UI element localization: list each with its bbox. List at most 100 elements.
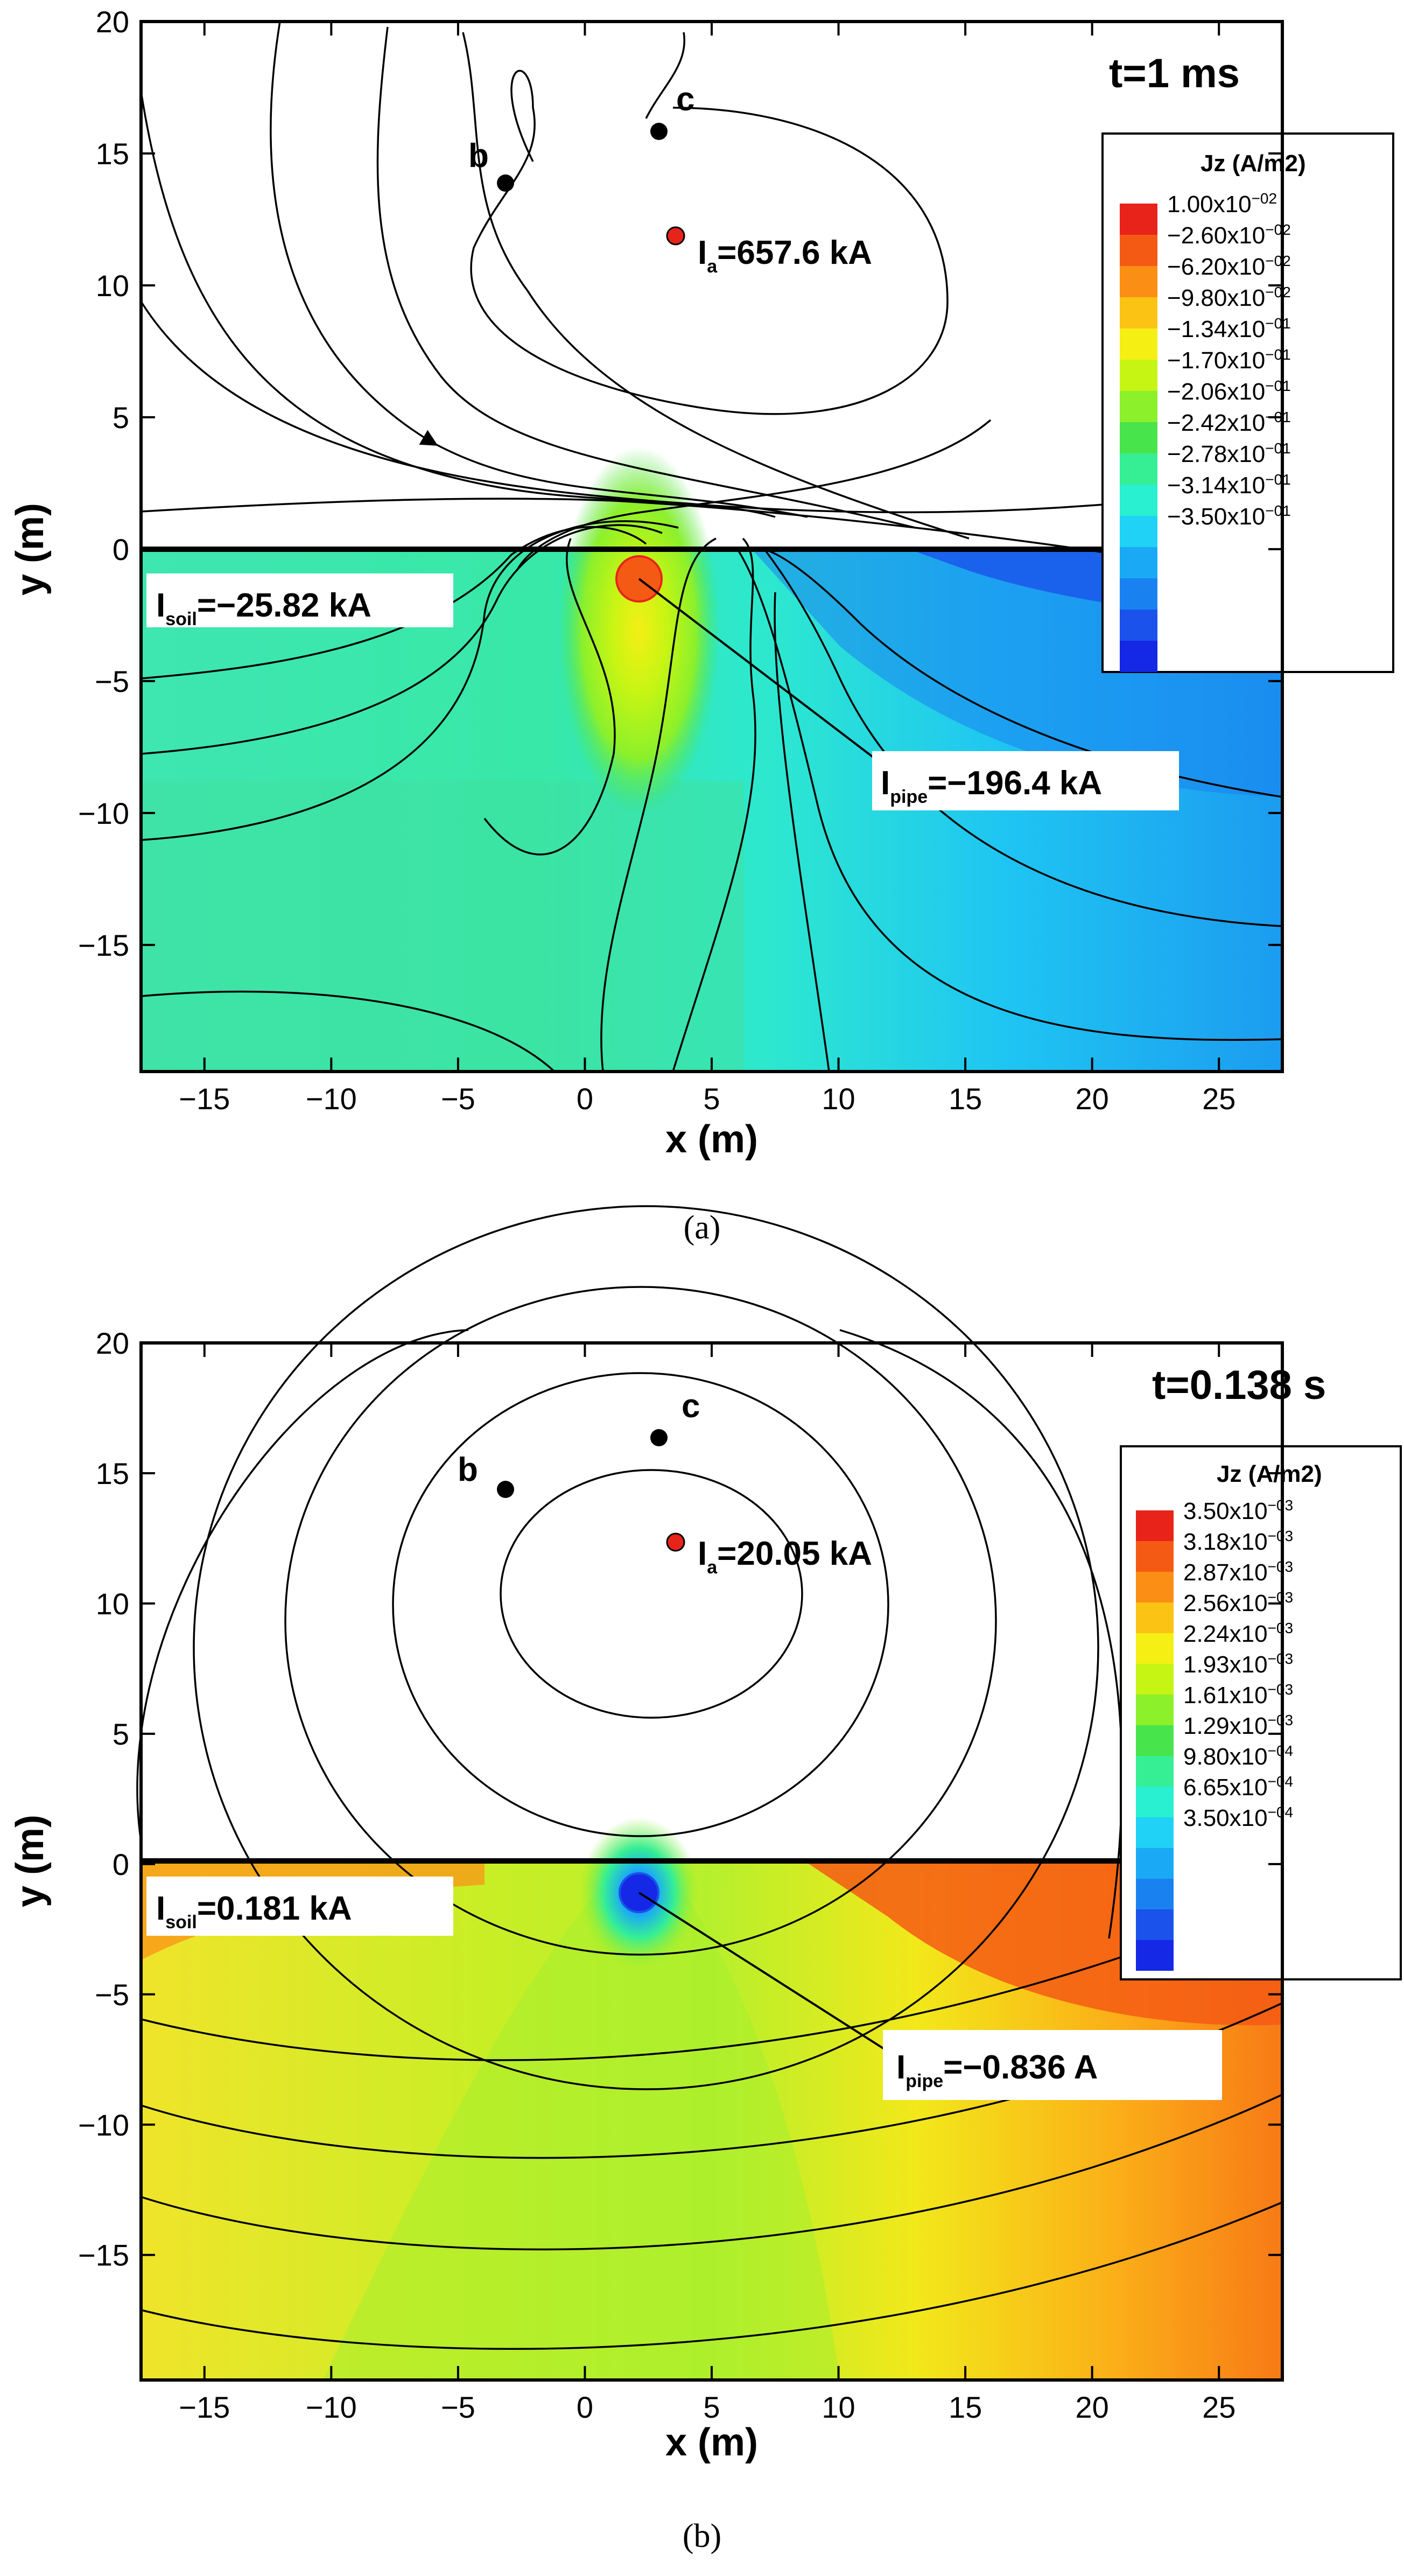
point-c-marker-a [650,123,668,140]
isoil-label-b: Isoil=0.181 kA [156,1890,352,1933]
axes-a: −15 −10 −5 0 5 10 15 20 25 20 15 10 5 0 −5 −10 −15 [78,5,1284,1116]
legend-swatch [1120,297,1157,328]
x-tick-label: 5 [703,1082,720,1116]
x-tick-label: −5 [441,2390,475,2424]
x-tick-label: 5 [703,2390,720,2424]
legend-swatch [1120,578,1157,610]
x-tick-label: 0 [577,1082,593,1116]
legend-label: 1.29x10−03 [1183,1712,1293,1739]
conductor-a-marker-b [666,1532,685,1552]
legend-swatch [1136,1541,1174,1572]
legend-swatch [1136,1602,1174,1633]
legend-swatch [1120,516,1157,547]
ipipe-label-b: Ipipe=−0.836 A [896,2049,1098,2091]
y-tick-label: 10 [96,1587,129,1621]
legend-swatch [1136,1848,1174,1879]
legend-label: −6.20x10−02 [1167,253,1291,280]
legend-swatch [1120,328,1157,360]
legend-swatch [1136,1572,1174,1602]
y-tick-label: 5 [113,1717,129,1751]
legend-swatch [1120,641,1157,672]
ipipe-leader-a [638,578,884,766]
y-tick-label: −15 [78,928,129,962]
legend-label: −2.78x10−01 [1167,440,1291,467]
y-tick-label: 0 [113,533,129,566]
legend-label: 3.18x10−03 [1183,1528,1293,1555]
legend-label: 3.50x10−04 [1183,1804,1293,1831]
y-tick-label: −15 [78,2238,129,2272]
conductor-a-marker-a [666,226,685,246]
legend-swatch [1120,204,1157,235]
point-c-label-b: c [682,1388,700,1425]
legend-swatch [1136,1695,1174,1725]
x-tick-label: 25 [1202,1082,1235,1116]
x-tick-label: 20 [1076,1082,1109,1116]
legend-swatch [1120,266,1157,297]
panel-b: b c Ia=20.05 kA Isoil=0.181 kA Ipipe=−0.… [9,1205,1402,2554]
x-tick-label: −15 [179,2390,230,2424]
y-tick-label: −10 [78,2108,129,2142]
isoil-box-a [146,573,453,627]
legend-title-a: Jz (A/m2) [1201,150,1306,177]
panel-caption-a: (a) [684,1209,721,1246]
legend-label: 2.87x10−03 [1183,1558,1293,1586]
x-tick-label: 15 [949,2390,982,2424]
y-tick-label: 5 [113,401,129,435]
x-axis-label-b: x (m) [665,2421,758,2464]
legend-label: −3.14x10−01 [1167,471,1291,499]
point-c-marker-b [650,1429,668,1446]
y-tick-label: 15 [96,137,129,171]
legend-label: −1.70x10−01 [1167,346,1291,374]
point-b-marker-a [497,174,514,192]
y-tick-label: 10 [96,269,129,303]
x-tick-label: −10 [306,2390,357,2424]
legend-label: −2.60x10−02 [1167,221,1291,249]
soil-deep-band-a [141,781,744,1072]
legend-swatch [1136,1817,1174,1848]
ipipe-box-b [883,2030,1222,2100]
legend-swatch [1120,453,1157,485]
legend-label: 1.61x10−03 [1183,1681,1293,1709]
legend-label: 3.50x10−03 [1183,1497,1293,1524]
legend-label: 1.93x10−03 [1183,1650,1293,1678]
ipipe-leader-b [638,1892,889,2053]
legend-b: Jz (A/m2) 3.50x10−033.18x10−032.87x10−03… [1120,1445,1402,1980]
legend-swatch [1120,422,1157,453]
y-axis-label-a: y (m) [9,503,52,596]
point-c-label-a: c [676,81,694,118]
x-tick-label: 10 [822,2390,855,2424]
legend-swatch [1136,1940,1174,1971]
x-tick-label: 15 [949,1082,982,1116]
y-tick-label: −10 [78,796,129,830]
legend-swatch [1136,1879,1174,1909]
legend-swatch [1136,1664,1174,1695]
y-tick-label: 20 [96,1326,129,1360]
legend-swatch [1120,235,1157,266]
x-axis-label-a: x (m) [665,1118,758,1161]
legend-a: Jz (A/m2) 1.00x10−02 −2.60x10−02 −6.20x10−… [1101,132,1394,673]
x-tick-label: 20 [1076,2390,1109,2424]
legend-label: 1.00x10−02 [1167,190,1277,218]
x-tick-label: 10 [822,1082,855,1116]
y-axis-label-b: y (m) [9,1815,52,1907]
y-tick-label: 0 [113,1847,129,1881]
legend-swatch [1120,360,1157,391]
y-tick-label: 20 [96,5,129,39]
panel-a: b c Ia=657.6 kA Isoil=−25.82 kA Ipipe=−1… [9,5,1394,1246]
legend-swatch [1136,1725,1174,1756]
axes-b: −15 −10 −5 0 5 10 15 20 25 20 15 10 5 0 −5 −10 −15 [78,1326,1284,2424]
ia-label-a: Ia=657.6 kA [698,234,872,277]
x-tick-label: −10 [306,1082,357,1116]
time-label-a: t=1 ms [1109,51,1240,96]
pipe-halo-a [558,447,720,813]
x-tick-label: −5 [441,1082,475,1116]
legend-swatch [1136,1787,1174,1817]
legend-swatch [1136,1756,1174,1787]
point-b-label-a: b [468,137,489,174]
legend-label: 9.80x10−04 [1183,1742,1293,1770]
isoil-label-a: Isoil=−25.82 kA [156,587,371,629]
legend-label: 6.65x10−04 [1183,1773,1293,1801]
legend-label: −1.34x10−01 [1167,315,1291,342]
y-tick-label: −5 [95,664,129,698]
time-label-b: t=0.138 s [1152,1362,1326,1408]
